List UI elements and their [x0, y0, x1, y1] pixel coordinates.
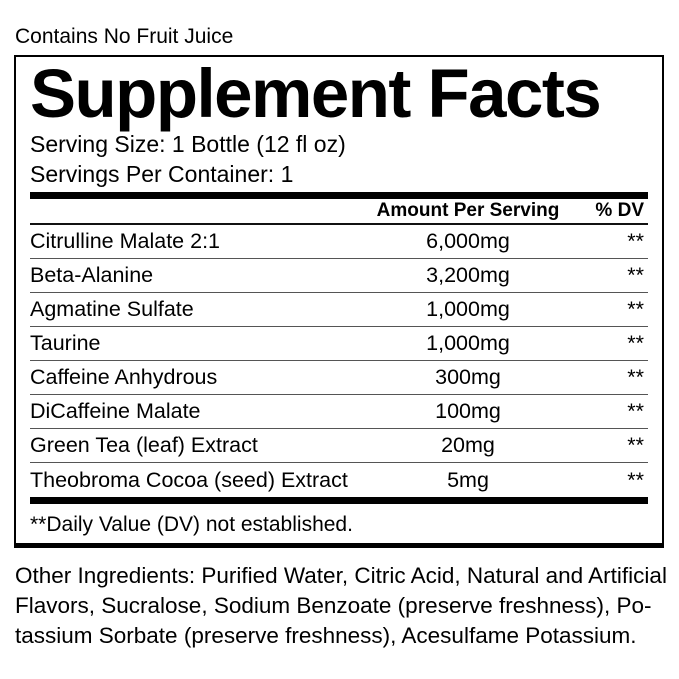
ingredient-dv: ** [627, 433, 644, 458]
ingredient-dv: ** [627, 297, 644, 322]
ingredient-dv: ** [627, 331, 644, 356]
ingredient-dv: ** [627, 467, 644, 492]
ingredient-amount: 3,200mg [426, 263, 510, 288]
ingredient-amount: 1,000mg [426, 297, 510, 322]
table-row: Citrulline Malate 2:1 6,000mg ** [30, 225, 648, 260]
amount-per-serving-header: Amount Per Serving [376, 200, 560, 222]
percent-dv-header: % DV [595, 200, 644, 222]
ingredient-amount: 100mg [435, 399, 501, 424]
ingredient-amount: 20mg [441, 433, 495, 458]
ingredient-name: DiCaffeine Malate [30, 399, 201, 424]
table-row: Taurine 1,000mg ** [30, 327, 648, 362]
serving-size-line: Serving Size: 1 Bottle (12 fl oz) [30, 131, 346, 158]
other-ingredients-line: tassium Sorbate (preserve freshness), Ac… [15, 623, 637, 648]
contains-no-fruit-juice-note: Contains No Fruit Juice [15, 25, 234, 48]
ingredient-dv: ** [627, 229, 644, 254]
thick-divider-bottom [30, 497, 648, 505]
other-ingredients-line: Other Ingredients: Purified Water, Citri… [15, 563, 667, 588]
panel-title: Supplement Facts [30, 55, 602, 132]
ingredient-amount: 6,000mg [426, 229, 510, 254]
supplement-facts-panel: Supplement Facts Serving Size: 1 Bottle … [14, 55, 664, 548]
ingredient-dv: ** [627, 365, 644, 390]
other-ingredients-line: Flavors, Sucralose, Sodium Benzoate (pre… [15, 593, 652, 618]
ingredient-name: Taurine [30, 331, 101, 356]
table-row: Theobroma Cocoa (seed) Extract 5mg ** [30, 463, 648, 497]
table-row: Agmatine Sulfate 1,000mg ** [30, 293, 648, 328]
other-ingredients-paragraph: Other Ingredients: Purified Water, Citri… [15, 561, 667, 651]
table-row: Caffeine Anhydrous 300mg ** [30, 361, 648, 396]
table-header-row: Amount Per Serving % DV [30, 199, 648, 226]
ingredient-amount: 5mg [447, 467, 489, 492]
table-row: Green Tea (leaf) Extract 20mg ** [30, 429, 648, 464]
ingredient-amount: 1,000mg [426, 331, 510, 356]
ingredient-dv: ** [627, 399, 644, 424]
servings-per-container-line: Servings Per Container: 1 [30, 161, 294, 188]
table-row: Beta-Alanine 3,200mg ** [30, 259, 648, 294]
ingredient-name: Beta-Alanine [30, 263, 154, 288]
table-row: DiCaffeine Malate 100mg ** [30, 395, 648, 430]
ingredient-name: Caffeine Anhydrous [30, 365, 218, 390]
ingredient-dv: ** [627, 263, 644, 288]
thick-divider-top [30, 192, 648, 200]
daily-value-footnote: **Daily Value (DV) not established. [30, 513, 353, 537]
ingredient-name: Citrulline Malate 2:1 [30, 229, 221, 254]
ingredient-name: Theobroma Cocoa (seed) Extract [30, 467, 348, 492]
ingredient-name: Agmatine Sulfate [30, 297, 194, 322]
ingredient-name: Green Tea (leaf) Extract [30, 433, 258, 458]
ingredient-amount: 300mg [435, 365, 501, 390]
